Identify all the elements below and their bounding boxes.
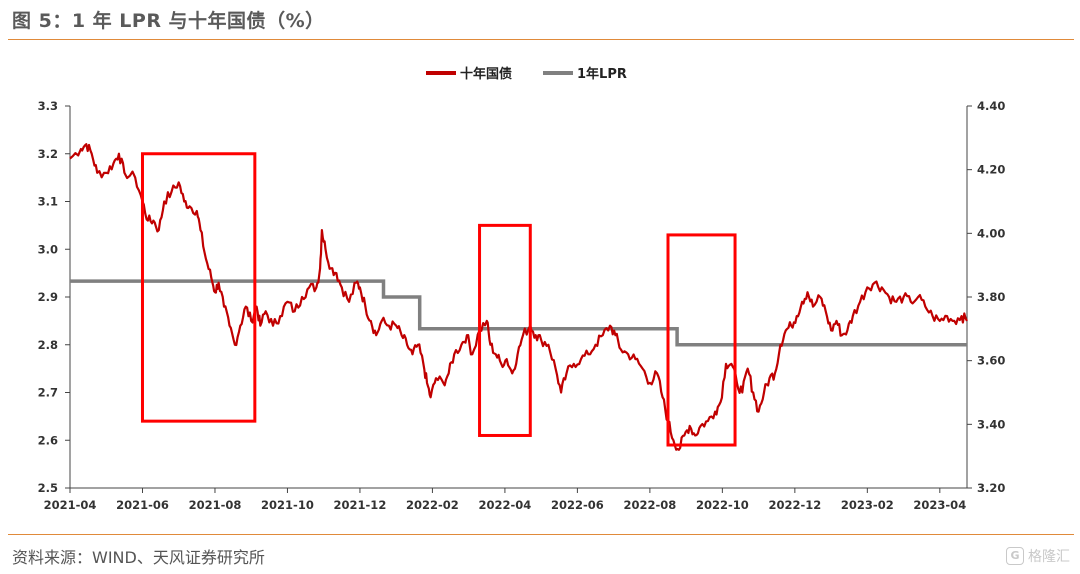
y-right-tick-label: 4.00	[977, 226, 1005, 240]
x-tick-label: 2023-02	[841, 498, 894, 512]
y-left-tick-label: 2.9	[38, 290, 58, 304]
y-right-tick-label: 3.80	[977, 290, 1005, 304]
x-tick-label: 2023-04	[913, 498, 966, 512]
y-left-tick-label: 2.6	[38, 433, 58, 447]
legend-label-10y-bond: 十年国债	[460, 66, 512, 82]
watermark: G 格隆汇	[1006, 546, 1070, 566]
title-divider	[8, 39, 1074, 40]
x-tick-label: 2022-04	[479, 498, 532, 512]
x-tick-label: 2021-08	[189, 498, 242, 512]
x-tick-label: 2021-12	[334, 498, 387, 512]
x-tick-label: 2022-08	[623, 498, 676, 512]
y-left-tick-label: 3.2	[38, 147, 58, 161]
y-right-tick-label: 3.40	[977, 417, 1005, 431]
x-tick-label: 2021-06	[116, 498, 169, 512]
series-line-lpr	[70, 279, 967, 347]
page-title: 图 5：1 年 LPR 与十年国债（%）	[12, 10, 325, 32]
y-left-tick-label: 3.1	[38, 195, 58, 209]
series-line-10y-bond	[69, 143, 968, 451]
highlight-box-3	[666, 233, 737, 447]
y-left-tick-label: 3.3	[38, 99, 58, 113]
y-right-tick-label: 4.40	[977, 99, 1005, 113]
y-right-tick-label: 4.20	[977, 163, 1005, 177]
x-tick-label: 2021-10	[261, 498, 314, 512]
highlight-box-2	[478, 223, 532, 437]
x-tick-label: 2022-12	[768, 498, 821, 512]
x-tick-label: 2022-10	[696, 498, 749, 512]
x-tick-label: 2022-06	[551, 498, 604, 512]
watermark-logo-icon: G	[1006, 547, 1024, 565]
watermark-text: 格隆汇	[1028, 549, 1070, 565]
y-right-tick-label: 3.60	[977, 354, 1005, 368]
highlight-box-1	[140, 152, 257, 423]
y-right-tick-label: 3.20	[977, 481, 1005, 495]
footer-divider	[8, 534, 1074, 535]
y-left-tick-label: 2.8	[38, 338, 58, 352]
x-tick-label: 2021-04	[44, 498, 97, 512]
x-tick-label: 2022-02	[406, 498, 459, 512]
legend-label-lpr: 1年LPR	[577, 66, 627, 82]
y-left-tick-label: 3.0	[38, 242, 58, 256]
source-note: 资料来源：WIND、天风证券研究所	[12, 548, 265, 567]
y-left-tick-label: 2.5	[38, 481, 58, 495]
y-left-tick-label: 2.7	[38, 386, 58, 400]
